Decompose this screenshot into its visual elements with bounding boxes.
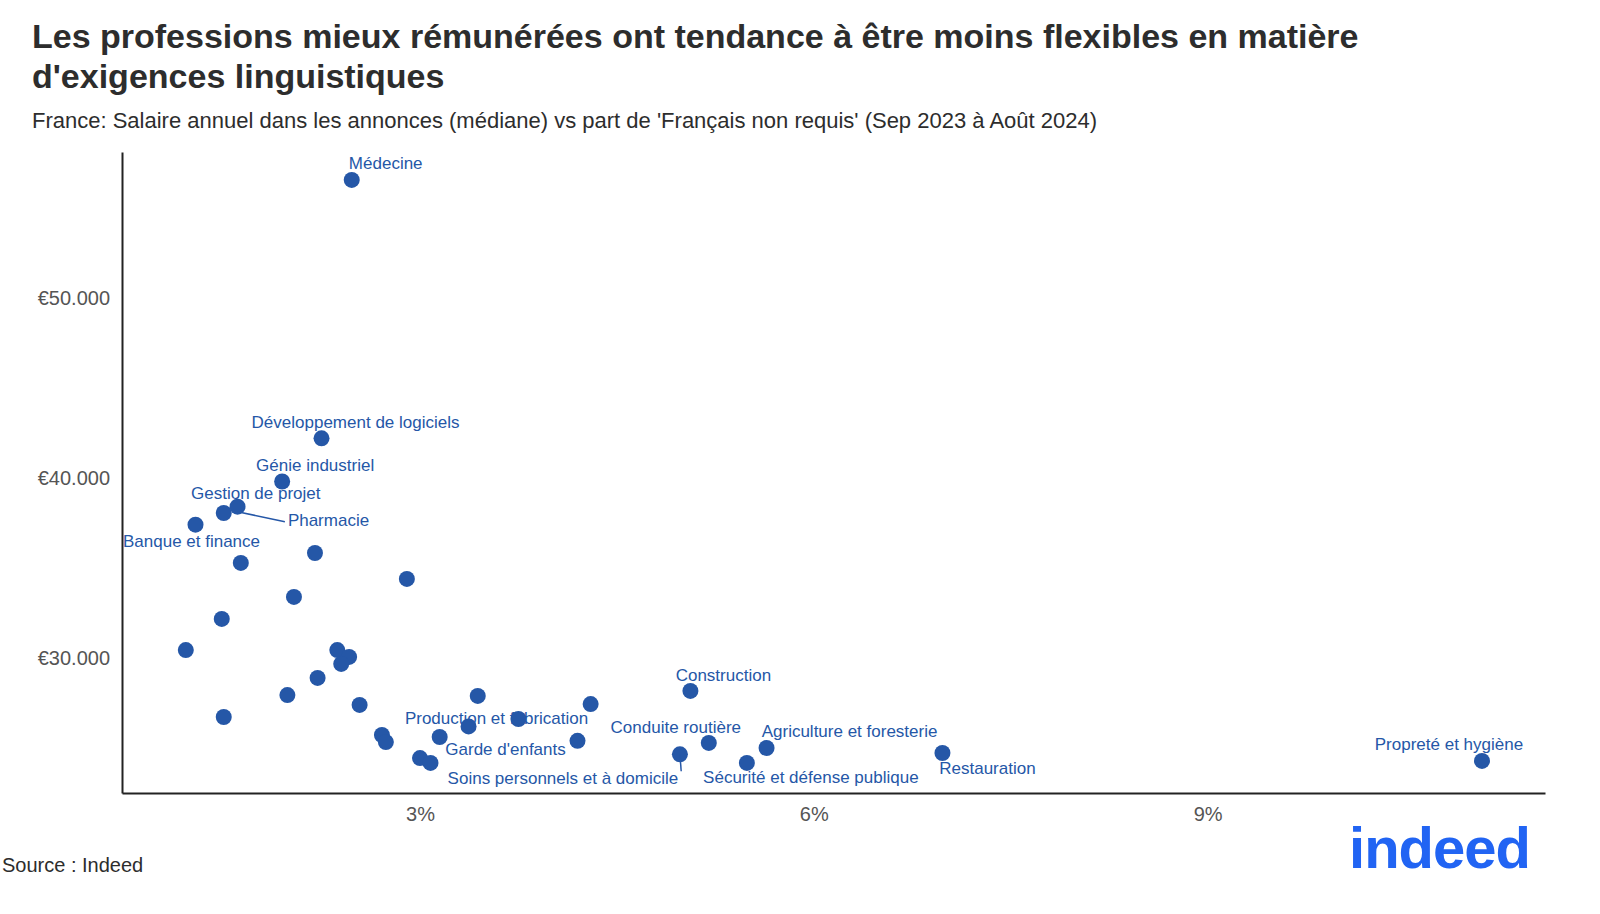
x-tick: 6% — [800, 793, 829, 825]
y-tick: €50.000 — [38, 287, 122, 309]
x-tick: 9% — [1194, 793, 1223, 825]
point — [352, 697, 368, 713]
point-label: Soins personnels et à domicile — [448, 769, 679, 788]
point — [422, 755, 438, 771]
point — [570, 733, 586, 749]
y-axis-line — [122, 153, 124, 794]
x-tick-label: 3% — [406, 803, 435, 825]
x-tick: 3% — [406, 793, 435, 825]
point — [307, 545, 323, 561]
point-label: Garde d'enfants — [445, 740, 565, 759]
logo: indeed — [1349, 815, 1530, 880]
y-tick: €30.000 — [38, 647, 122, 669]
point — [333, 656, 349, 672]
y-tick: €40.000 — [38, 467, 122, 489]
title: Les professions mieux rémunérées ont ten… — [32, 17, 1358, 95]
point-label: Banque et finance — [123, 532, 260, 551]
point — [759, 740, 775, 756]
y-axis: €30.000 €40.000 €50.000 — [38, 153, 123, 794]
point-label: Restauration — [939, 759, 1035, 778]
point-label: Propreté et hygiène — [1375, 735, 1523, 754]
point-label: Conduite routière — [611, 718, 741, 737]
point — [1474, 753, 1490, 769]
point — [344, 172, 360, 188]
point — [286, 589, 302, 605]
chart: Les professions mieux rémunérées ont ten… — [0, 0, 1600, 914]
point — [470, 688, 486, 704]
x-axis: 3% 6% 9% — [123, 793, 1546, 825]
source: Source : Indeed — [2, 854, 143, 876]
point — [279, 687, 295, 703]
point-label: Agriculture et foresterie — [762, 722, 938, 741]
point — [233, 555, 249, 571]
x-axis-line — [123, 793, 1546, 795]
leader-line — [238, 512, 285, 522]
point-label: Production et fabrication — [405, 709, 588, 728]
point — [216, 505, 232, 521]
subtitle: France: Salaire annuel dans les annonces… — [32, 108, 1097, 133]
point-label: Génie industriel — [256, 456, 374, 475]
point — [188, 517, 204, 533]
point-label: Construction — [676, 666, 771, 685]
x-tick-label: 9% — [1194, 803, 1223, 825]
point-labels: Médecine Développement de logiciels Génie … — [123, 154, 1523, 787]
point — [214, 611, 230, 627]
points — [178, 172, 1490, 771]
y-tick-label: €30.000 — [38, 647, 110, 669]
point — [178, 642, 194, 658]
y-tick-label: €50.000 — [38, 287, 110, 309]
point — [310, 670, 326, 686]
point-label: Développement de logiciels — [252, 413, 460, 432]
leader-line — [680, 754, 681, 771]
y-tick-label: €40.000 — [38, 467, 110, 489]
point-label: Sécurité et défense publique — [703, 768, 919, 787]
point — [216, 709, 232, 725]
point — [378, 734, 394, 750]
point-label: Médecine — [349, 154, 423, 173]
point-label: Gestion de projet — [191, 484, 321, 503]
point — [399, 571, 415, 587]
point-label: Pharmacie — [288, 511, 369, 530]
x-tick-label: 6% — [800, 803, 829, 825]
point — [314, 430, 330, 446]
